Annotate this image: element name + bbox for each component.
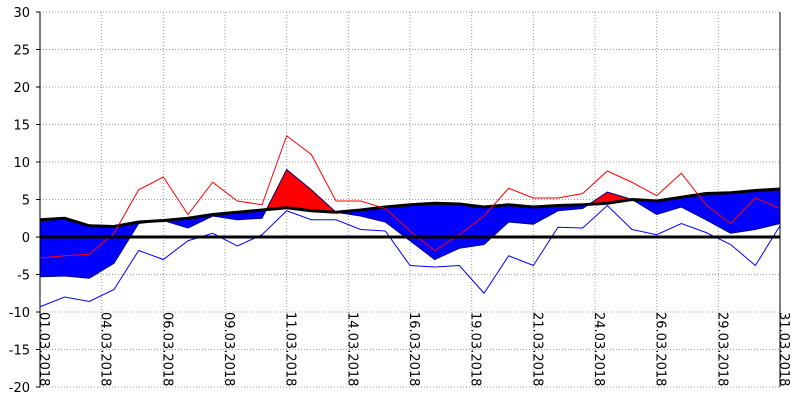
x-tick-label: 09.03.2018 bbox=[221, 312, 236, 386]
x-tick-label: 11.03.2018 bbox=[283, 312, 298, 386]
y-tick-label: 15 bbox=[13, 119, 30, 134]
y-tick-label: -15 bbox=[9, 344, 30, 359]
y-tick-label: 25 bbox=[13, 44, 30, 59]
normal-line bbox=[39, 187, 781, 229]
y-tick-label: 20 bbox=[13, 81, 30, 96]
x-tick-label: 19.03.2018 bbox=[468, 312, 483, 386]
x-tick-label: 31.03.2018 bbox=[776, 312, 791, 386]
x-tick-label: 14.03.2018 bbox=[344, 312, 359, 386]
y-tick-label: 30 bbox=[13, 6, 30, 21]
x-tick-label: 24.03.2018 bbox=[591, 312, 606, 386]
x-tick-label: 01.03.2018 bbox=[36, 312, 51, 386]
x-tick-label: 29.03.2018 bbox=[714, 312, 729, 386]
x-tick-label: 21.03.2018 bbox=[529, 312, 544, 386]
y-tick-label: -10 bbox=[9, 306, 30, 321]
min-line bbox=[39, 204, 781, 308]
x-tick-label: 26.03.2018 bbox=[653, 312, 668, 386]
y-tick-label: 0 bbox=[22, 231, 30, 246]
y-tick-label: -5 bbox=[17, 269, 30, 284]
x-tick-label: 04.03.2018 bbox=[98, 312, 113, 386]
x-tick-label: 16.03.2018 bbox=[406, 312, 421, 386]
area-below bbox=[40, 189, 780, 279]
y-tick-label: -20 bbox=[9, 381, 30, 396]
max-line bbox=[39, 134, 781, 259]
y-tick-label: 5 bbox=[22, 194, 30, 209]
y-tick-label: 10 bbox=[13, 156, 30, 171]
x-tick-label: 06.03.2018 bbox=[159, 312, 174, 386]
